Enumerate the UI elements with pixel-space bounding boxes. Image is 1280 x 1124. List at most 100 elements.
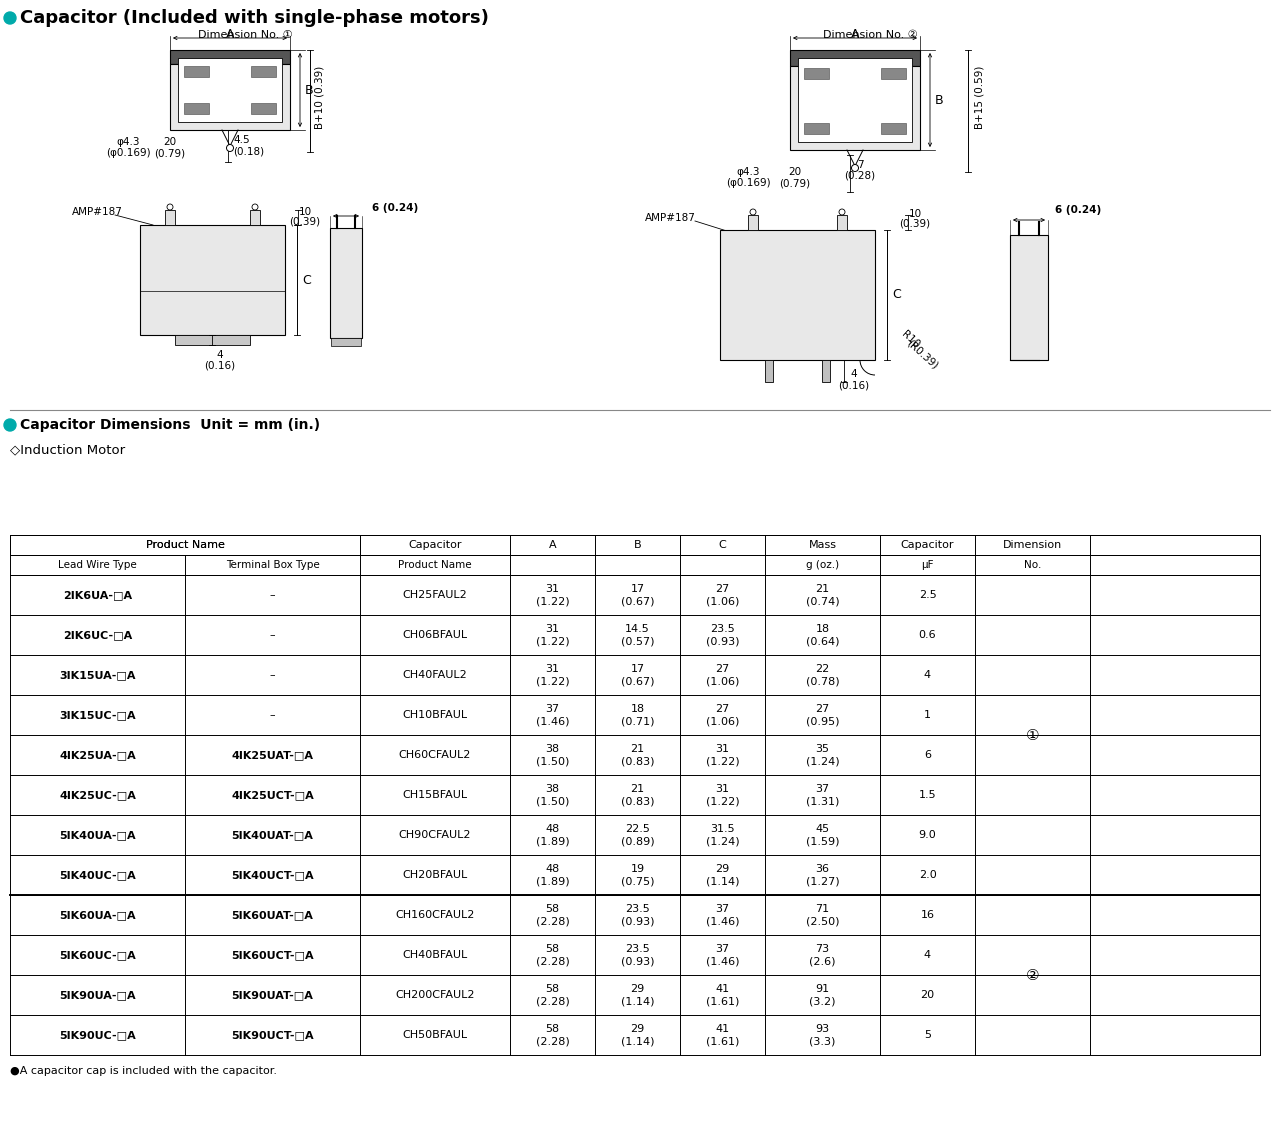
Text: (1.14): (1.14) (705, 877, 740, 887)
Text: C: C (892, 289, 901, 301)
Text: 6: 6 (924, 750, 931, 760)
Text: Product Name: Product Name (146, 540, 224, 550)
Text: C: C (302, 273, 311, 287)
Bar (184, 66, 209, 78)
Text: Capacitor: Capacitor (901, 540, 955, 550)
Text: (0.28): (0.28) (845, 171, 876, 181)
Text: (1.46): (1.46) (536, 717, 570, 727)
Text: R10: R10 (900, 329, 922, 351)
Text: Capacitor Dimensions  Unit = mm (in.): Capacitor Dimensions Unit = mm (in.) (20, 418, 320, 432)
Text: 5IK60UC-□A: 5IK60UC-□A (59, 950, 136, 960)
Text: 3IK15UC-□A: 3IK15UC-□A (59, 710, 136, 720)
Bar (170, 49, 291, 64)
Text: 41: 41 (716, 1024, 730, 1034)
Bar (804, 67, 829, 79)
Text: 5IK90UAT-□A: 5IK90UAT-□A (232, 990, 314, 1000)
Text: (3.2): (3.2) (809, 997, 836, 1007)
Text: φ4.3: φ4.3 (116, 137, 140, 147)
Text: 20: 20 (920, 990, 934, 1000)
Text: 21: 21 (815, 584, 829, 593)
Text: 17: 17 (631, 584, 645, 593)
Text: 19: 19 (631, 864, 645, 874)
Text: A: A (549, 540, 557, 550)
Circle shape (851, 164, 859, 172)
Text: Dimension: Dimension (1002, 540, 1062, 550)
Circle shape (750, 209, 756, 215)
Text: 4IK25UAT-□A: 4IK25UAT-□A (232, 750, 314, 760)
Text: 5IK40UCT-□A: 5IK40UCT-□A (232, 870, 314, 880)
Text: A: A (225, 27, 234, 40)
Text: –: – (270, 710, 275, 720)
Text: 2IK6UA-□A: 2IK6UA-□A (63, 590, 132, 600)
Text: (1.14): (1.14) (621, 1037, 654, 1046)
Text: (0.79): (0.79) (155, 148, 186, 158)
Bar (881, 123, 906, 134)
Text: Product Name: Product Name (398, 560, 472, 570)
Text: 5IK40UC-□A: 5IK40UC-□A (59, 870, 136, 880)
Text: φ4.3: φ4.3 (736, 167, 760, 176)
Text: (1.22): (1.22) (705, 797, 740, 807)
Text: AMP#187: AMP#187 (72, 207, 123, 217)
Text: CH90CFAUL2: CH90CFAUL2 (399, 830, 471, 840)
Bar (748, 215, 758, 230)
Text: 2.0: 2.0 (919, 870, 937, 880)
Text: g (oz.): g (oz.) (806, 560, 840, 570)
Text: (0.93): (0.93) (705, 637, 740, 647)
Text: (0.39): (0.39) (289, 216, 320, 226)
Text: 5: 5 (924, 1030, 931, 1040)
Text: (1.59): (1.59) (805, 837, 840, 847)
Text: 1: 1 (924, 710, 931, 720)
Text: 20: 20 (788, 167, 801, 176)
Circle shape (166, 203, 173, 210)
Circle shape (227, 145, 233, 152)
Text: B: B (934, 93, 943, 107)
Text: 58: 58 (545, 984, 559, 994)
Text: 37: 37 (545, 704, 559, 714)
Text: 17: 17 (631, 664, 645, 674)
Text: 5IK60UCT-□A: 5IK60UCT-□A (232, 950, 314, 960)
Text: 27: 27 (716, 704, 730, 714)
Text: 31: 31 (716, 785, 730, 794)
Text: CH25FAUL2: CH25FAUL2 (403, 590, 467, 600)
Bar (881, 67, 906, 79)
Text: 14.5: 14.5 (625, 624, 650, 634)
Bar (1010, 235, 1048, 360)
Bar (251, 103, 276, 114)
Text: (0.83): (0.83) (621, 756, 654, 767)
Text: (0.57): (0.57) (621, 637, 654, 647)
Text: 31: 31 (716, 744, 730, 754)
Text: 58: 58 (545, 944, 559, 954)
Text: 73: 73 (815, 944, 829, 954)
Text: 29: 29 (630, 1024, 645, 1034)
Text: (0.64): (0.64) (805, 637, 840, 647)
Bar (250, 210, 260, 225)
Text: 20: 20 (164, 137, 177, 147)
Text: CH06BFAUL: CH06BFAUL (402, 629, 467, 640)
Text: ②: ② (1025, 968, 1039, 982)
Text: 23.5: 23.5 (625, 904, 650, 914)
Text: 22.5: 22.5 (625, 824, 650, 834)
Text: (1.50): (1.50) (536, 756, 570, 767)
Text: 37: 37 (716, 944, 730, 954)
Text: (0.39): (0.39) (900, 218, 931, 228)
Text: 48: 48 (545, 824, 559, 834)
Text: (0.75): (0.75) (621, 877, 654, 887)
Text: (R0.39): (R0.39) (905, 337, 940, 371)
Text: CH160CFAUL2: CH160CFAUL2 (396, 910, 475, 921)
Text: 27: 27 (716, 664, 730, 674)
Bar (170, 64, 291, 130)
Text: (1.22): (1.22) (536, 597, 570, 607)
Text: 0.6: 0.6 (919, 629, 936, 640)
Text: 4: 4 (924, 950, 931, 960)
Text: (φ0.169): (φ0.169) (726, 178, 771, 188)
Text: No.: No. (1024, 560, 1041, 570)
Text: 31.5: 31.5 (710, 824, 735, 834)
Text: (1.14): (1.14) (621, 997, 654, 1007)
Text: 23.5: 23.5 (710, 624, 735, 634)
Bar (765, 360, 773, 382)
Text: 35: 35 (815, 744, 829, 754)
Text: 7: 7 (856, 160, 863, 170)
Text: (1.22): (1.22) (536, 637, 570, 647)
Text: (1.50): (1.50) (536, 797, 570, 807)
Text: 38: 38 (545, 785, 559, 794)
